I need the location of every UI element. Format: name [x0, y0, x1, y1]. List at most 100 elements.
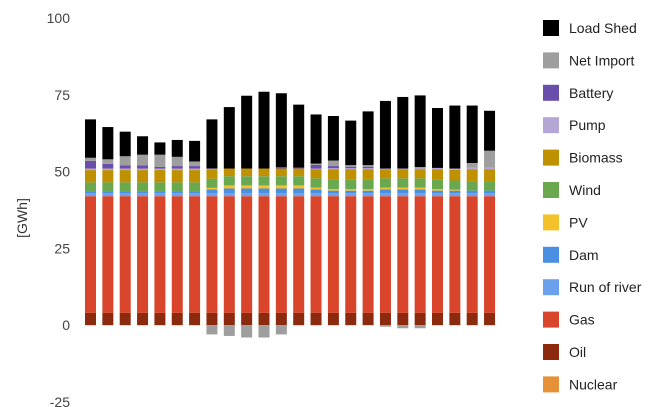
bar-segment-gas	[154, 196, 166, 313]
legend-label: Oil	[569, 344, 586, 360]
bar-segment-gas	[85, 196, 96, 313]
legend-swatch	[543, 182, 559, 198]
bar-segment-wind	[327, 179, 339, 190]
bar-segment-pump	[484, 167, 496, 170]
bar-segment-pump	[327, 168, 339, 170]
bar-segment-wind	[432, 179, 443, 190]
legend-label: Nuclear	[569, 376, 618, 392]
bar-segment-wind	[206, 178, 218, 188]
bar-segment-biomass	[241, 168, 253, 177]
bar-segment-load-shed	[432, 108, 443, 168]
bar-segment-net-import	[102, 159, 114, 164]
bar-segment-oil	[449, 312, 461, 326]
bar-segment-dam	[379, 189, 391, 194]
legend-item: Load Shed	[543, 20, 637, 36]
bar-segment-dam	[85, 191, 96, 194]
bar-segment-biomass	[432, 169, 443, 180]
bar-segment-pump	[345, 168, 357, 170]
bar-stack	[345, 120, 357, 326]
bar-segment-biomass	[85, 170, 96, 183]
bar-segment-dam	[102, 191, 114, 194]
bar-stack	[466, 105, 478, 326]
bar-segment-load-shed	[293, 104, 305, 168]
bar-stack	[397, 96, 409, 329]
legend-swatch	[543, 279, 559, 296]
bar-segment-wind	[293, 176, 305, 186]
bar-segment-load-shed	[223, 107, 235, 169]
bar-stack	[379, 100, 391, 327]
bar-segment-gas	[119, 196, 131, 313]
bar-segment-gas	[223, 196, 235, 313]
legend-item: Pump	[543, 117, 606, 134]
bar-segment-gas	[449, 196, 461, 313]
bar-segment-battery	[137, 165, 149, 169]
bar-segment-dam	[223, 188, 235, 194]
bar-segment-run-of-river	[327, 193, 339, 197]
y-axis-title: [GWh]	[14, 198, 30, 238]
bar-segment-pump	[362, 168, 374, 170]
legend-label: Gas	[569, 312, 595, 328]
bar-segment-biomass	[397, 169, 409, 179]
bar-segment-wind	[241, 176, 253, 186]
bar-segment-run-of-river	[466, 193, 478, 197]
bar-segment-wind	[379, 178, 391, 188]
bar-segment-net-import	[137, 154, 149, 166]
bar-segment-pump	[154, 168, 166, 171]
bar-segment-load-shed	[102, 127, 114, 160]
legend-swatch	[543, 311, 559, 328]
bar-segment-dam	[171, 191, 183, 194]
bar-segment-dam	[154, 191, 166, 194]
bar-segment-wind	[223, 176, 235, 186]
y-tick-label: 75	[54, 87, 70, 103]
bar-segment-load-shed	[171, 139, 183, 157]
bar-segment-dam	[258, 188, 270, 194]
bar-segment-pv	[293, 185, 305, 189]
bar-segment-load-shed	[362, 111, 374, 166]
bar-segment-wind	[154, 182, 166, 192]
bar-segment-pump	[432, 167, 443, 170]
bar-segment-oil	[432, 312, 443, 326]
bar-segment-oil	[119, 312, 131, 326]
bar-segment-oil	[379, 312, 391, 326]
bar-segment-run-of-river	[154, 193, 166, 197]
bar-segment-dam	[466, 190, 478, 194]
legend-swatch	[543, 214, 559, 231]
bar-segment-net-import	[414, 166, 426, 169]
bar-segment-pv	[223, 185, 235, 189]
legend-item: Biomass	[543, 149, 623, 166]
y-tick-label: 25	[54, 240, 70, 256]
bar-segment-load-shed	[379, 100, 391, 169]
bar-segment-gas	[293, 196, 305, 313]
bar-segment-net-import	[154, 154, 166, 167]
bar-segment-dam	[397, 189, 409, 194]
bar-segment-run-of-river	[449, 193, 461, 197]
y-axis: -25 0 25 50 75 100	[47, 10, 71, 407]
bar-segment-gas	[397, 196, 409, 313]
bar-segment-battery	[154, 166, 166, 169]
bar-stack	[206, 119, 218, 335]
legend: Load Shed Net Import Battery Pump Biomass Win…	[543, 20, 642, 393]
bar-segment-pump	[379, 168, 391, 170]
bar-segment-net-import	[189, 161, 201, 167]
legend-item: Wind	[543, 182, 601, 198]
bar-segment-net-import	[119, 156, 131, 166]
bar-stack	[223, 107, 235, 336]
bar-segment-pv	[275, 185, 287, 189]
bar-segment-dam	[362, 190, 374, 194]
bar-segment-wind	[449, 180, 461, 190]
bar-segment-net-import-negative	[414, 325, 426, 329]
bar-segment-gas	[137, 196, 149, 313]
legend-label: Pump	[569, 117, 606, 133]
bar-segment-net-import	[171, 156, 183, 167]
bar-segment-pump	[206, 168, 218, 170]
bar-segment-pv	[414, 187, 426, 190]
bar-segment-gas	[362, 196, 374, 313]
bar-segment-oil	[327, 312, 339, 326]
legend-swatch	[543, 117, 559, 134]
bar-segment-biomass	[327, 169, 339, 180]
bar-segment-biomass	[154, 170, 166, 183]
bar-segment-wind	[137, 182, 149, 192]
bar-segment-load-shed	[484, 110, 496, 151]
bar-segment-oil	[171, 312, 183, 326]
bar-segment-pump	[310, 168, 322, 170]
